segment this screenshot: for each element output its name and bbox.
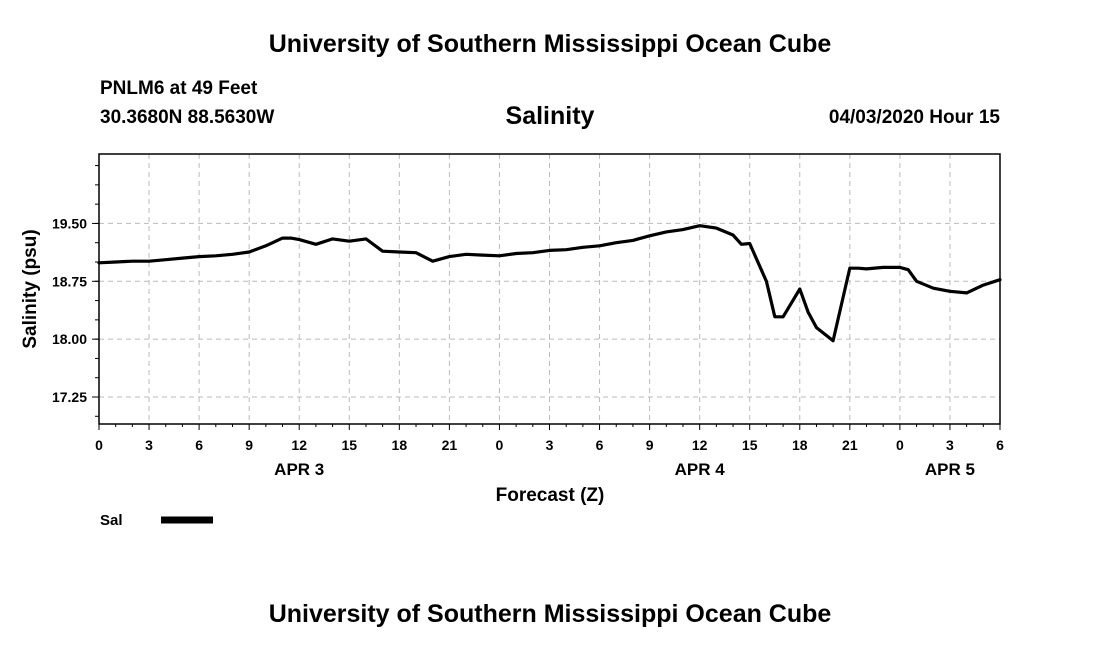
y-tick-label: 18.75 xyxy=(52,273,87,289)
x-tick-label: 18 xyxy=(792,437,808,453)
y-tick-label: 17.25 xyxy=(52,389,87,405)
x-axis-label: Forecast (Z) xyxy=(496,485,605,506)
y-tick-label: 19.50 xyxy=(52,215,87,231)
x-tick-label: 15 xyxy=(742,437,758,453)
x-tick-label: 3 xyxy=(546,437,554,453)
x-tick-label: 18 xyxy=(392,437,408,453)
x-tick-label: 0 xyxy=(896,437,904,453)
top-title: University of Southern Mississippi Ocean… xyxy=(268,30,832,58)
y-tick-label: 18.00 xyxy=(52,331,87,347)
date-label: APR 3 xyxy=(274,460,324,479)
x-tick-label: 3 xyxy=(145,437,153,453)
plot-frame xyxy=(98,153,1001,425)
x-tick-label: 0 xyxy=(496,437,504,453)
date-label: APR 4 xyxy=(675,460,726,479)
x-tick-label: 15 xyxy=(341,437,357,453)
y-axis-label: Salinity (psu) xyxy=(20,229,41,348)
x-tick-label: 21 xyxy=(842,437,858,453)
x-tick-label: 12 xyxy=(291,437,307,453)
x-tick-label: 6 xyxy=(996,437,1004,453)
legend-label: Sal xyxy=(100,512,123,529)
bottom-title: University of Southern Mississippi Ocean… xyxy=(268,600,832,628)
chart-title: Salinity xyxy=(506,102,595,130)
x-tick-label: 9 xyxy=(646,437,654,453)
x-tick-label: 0 xyxy=(95,437,103,453)
salinity-series-line xyxy=(97,224,1002,343)
x-tick-label: 21 xyxy=(442,437,458,453)
x-tick-label: 3 xyxy=(946,437,954,453)
station-coords: 30.3680N 88.5630W xyxy=(100,107,275,128)
date-label: APR 5 xyxy=(925,460,975,479)
x-tick-label: 9 xyxy=(245,437,253,453)
x-tick-label: 12 xyxy=(692,437,708,453)
forecast-timestamp: 04/03/2020 Hour 15 xyxy=(828,107,1000,128)
x-tick-label: 6 xyxy=(596,437,604,453)
x-tick-label: 6 xyxy=(195,437,203,453)
station-name: PNLM6 at 49 Feet xyxy=(100,78,258,99)
